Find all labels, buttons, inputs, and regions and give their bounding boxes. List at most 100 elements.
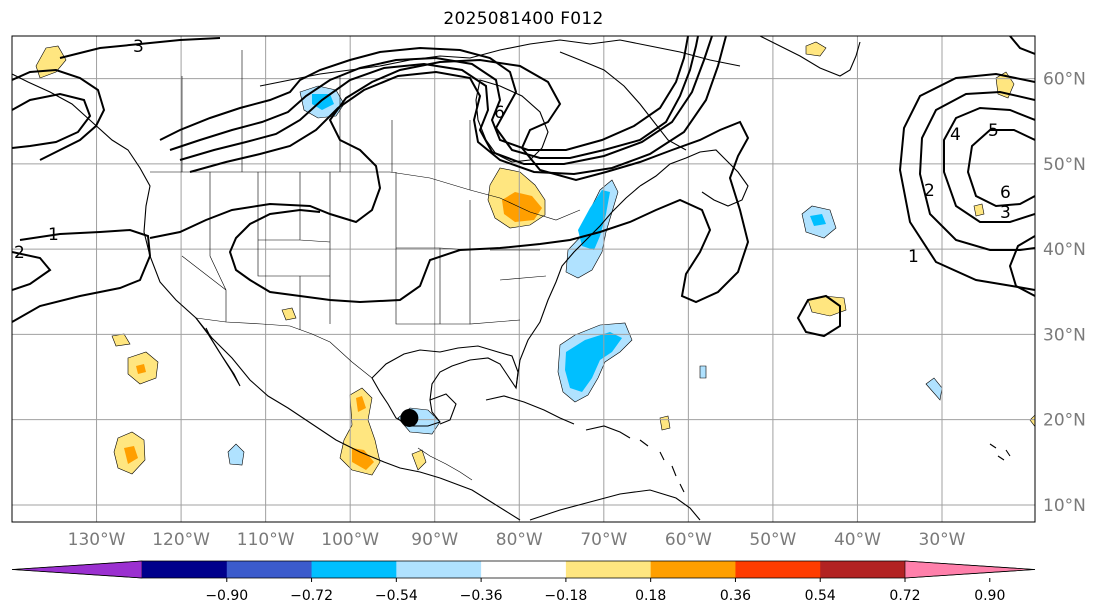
colorbar-tick-label: 0.90 bbox=[974, 588, 1005, 604]
contour-label-2: 2 bbox=[14, 243, 25, 263]
longitude-label: 30°W bbox=[919, 530, 966, 550]
contour-line-8 bbox=[12, 68, 106, 161]
positive-anomaly-small-1 bbox=[281, 307, 297, 321]
longitude-label: 110°W bbox=[237, 530, 295, 550]
contour-line-11 bbox=[943, 106, 1035, 223]
longitude-label: 80°W bbox=[496, 530, 543, 550]
colorbar-tick-label: −0.54 bbox=[375, 588, 418, 604]
negative-anomaly-mexico bbox=[227, 443, 245, 466]
chart-title: 2025081400 F012 bbox=[443, 9, 604, 29]
coastline-baja bbox=[195, 317, 241, 387]
longitude-label: 90°W bbox=[411, 530, 458, 550]
coastline-gulf-of-mexico bbox=[371, 345, 519, 427]
colorbar-bin bbox=[565, 561, 652, 578]
latitude-label: 50°N bbox=[1043, 155, 1086, 175]
contour-line-3 bbox=[149, 58, 750, 304]
longitude-label: 60°W bbox=[665, 530, 712, 550]
contour-line-15 bbox=[1008, 235, 1035, 297]
contour-line-17 bbox=[1009, 36, 1035, 55]
contour-label-3b: 3 bbox=[1000, 203, 1011, 223]
contour-label-1: 1 bbox=[48, 225, 59, 245]
negative-anomaly-midatlantic-core bbox=[810, 214, 826, 226]
longitude-label: 70°W bbox=[580, 530, 627, 550]
contour-line-2 bbox=[12, 251, 52, 291]
contour-line-5 bbox=[169, 36, 689, 151]
longitude-labels: 130°W 120°W 110°W 100°W 90°W 80°W 70°W 60°W 50°W… bbox=[68, 530, 966, 550]
contour-label-5b: 5 bbox=[988, 121, 999, 141]
latitude-label: 60°N bbox=[1043, 70, 1086, 90]
map-gridlines bbox=[12, 36, 1035, 522]
latitude-label: 20°N bbox=[1043, 411, 1086, 431]
longitude-label: 100°W bbox=[321, 530, 379, 550]
contour-line-9 bbox=[12, 92, 92, 149]
coastline-hispaniola bbox=[585, 425, 631, 439]
coastline-north-america-west bbox=[12, 73, 441, 479]
longitude-label: 40°W bbox=[834, 530, 881, 550]
positive-anomaly-labrador bbox=[805, 41, 827, 57]
negative-anomaly-canada-core bbox=[312, 94, 334, 110]
positive-anomaly-small-6 bbox=[1029, 414, 1035, 428]
positive-anomaly-southern-mexico-core bbox=[352, 448, 374, 470]
colorbar-tick-label: −0.18 bbox=[544, 588, 587, 604]
colorbar-bin bbox=[396, 561, 482, 578]
colorbar-bin bbox=[226, 561, 313, 578]
contour-line-12 bbox=[966, 129, 1035, 208]
colorbar-bin bbox=[820, 561, 906, 578]
positive-anomaly-small-4 bbox=[659, 415, 671, 431]
colorbar-bin bbox=[142, 561, 228, 578]
colorbar-tick-label: 0.54 bbox=[805, 588, 836, 604]
colorbar-tick-label: −0.90 bbox=[205, 588, 248, 604]
contour-line-14 bbox=[898, 72, 1035, 291]
contour-line-4 bbox=[159, 36, 699, 159]
border-us-mexico bbox=[195, 317, 373, 379]
colorbar-extend-low bbox=[11, 560, 143, 579]
positive-anomaly-mexico-west-core bbox=[124, 446, 138, 464]
contour-line-1 bbox=[12, 228, 152, 323]
colorbar-bin bbox=[481, 561, 567, 578]
negative-anomaly-atlantic-core bbox=[565, 332, 622, 392]
contour-label-1b: 1 bbox=[908, 247, 919, 267]
contour-label-2b: 2 bbox=[924, 181, 935, 201]
colorbar-outline bbox=[11, 560, 1036, 579]
coastline-south-america bbox=[529, 489, 701, 521]
storm-center-marker bbox=[400, 408, 419, 427]
border-states-2 bbox=[181, 200, 547, 330]
positive-anomaly-baja-core bbox=[136, 364, 146, 374]
positive-anomaly-small-2 bbox=[411, 449, 427, 471]
longitude-label: 120°W bbox=[152, 530, 210, 550]
coastline-central-america bbox=[439, 477, 521, 521]
negative-anomaly-small bbox=[699, 365, 707, 379]
positive-anomaly-small-5 bbox=[973, 203, 985, 217]
coastline-labrador bbox=[559, 51, 687, 151]
colorbar-tick-label: 0.36 bbox=[720, 588, 751, 604]
coastline-atlantic-canada bbox=[639, 149, 749, 207]
latitude-label: 10°N bbox=[1043, 496, 1086, 516]
map-frame bbox=[11, 35, 1036, 523]
coastlines bbox=[12, 36, 1011, 521]
map-panel bbox=[12, 36, 1035, 522]
border-us-canada bbox=[150, 171, 581, 221]
contour-label-6b: 6 bbox=[1000, 183, 1011, 203]
positive-anomaly-core-2 bbox=[356, 396, 366, 412]
latitude-label: 30°N bbox=[1043, 325, 1086, 345]
border-canada-provinces bbox=[181, 50, 471, 190]
contour-lines bbox=[12, 36, 1035, 338]
contour-labels: 1 2 3 6 1 2 4 5 6 3 bbox=[14, 37, 1011, 267]
colorbar-tick-label: −0.36 bbox=[460, 588, 503, 604]
colorbar-tick-label: 0.72 bbox=[889, 588, 920, 604]
longitude-label: 130°W bbox=[68, 530, 126, 550]
border-central-america bbox=[417, 447, 473, 481]
contour-label-3: 3 bbox=[133, 37, 144, 57]
contour-label-6: 6 bbox=[494, 103, 505, 123]
contour-line-16 bbox=[796, 294, 841, 338]
contour-line-10 bbox=[59, 37, 221, 59]
latitude-label: 40°N bbox=[1043, 240, 1086, 260]
coastline-greenland bbox=[759, 36, 861, 77]
coastline-caribbean-islands bbox=[639, 439, 1011, 493]
political-borders bbox=[150, 50, 581, 481]
contour-line-7 bbox=[189, 36, 727, 176]
colorbar-tick-label: 0.18 bbox=[635, 588, 666, 604]
positive-anomaly-great-lakes-core bbox=[502, 192, 542, 222]
colorbar: −0.90 −0.72 −0.54 −0.36 −0.18 0.18 0.36 0.54 0.7… bbox=[11, 560, 1036, 604]
